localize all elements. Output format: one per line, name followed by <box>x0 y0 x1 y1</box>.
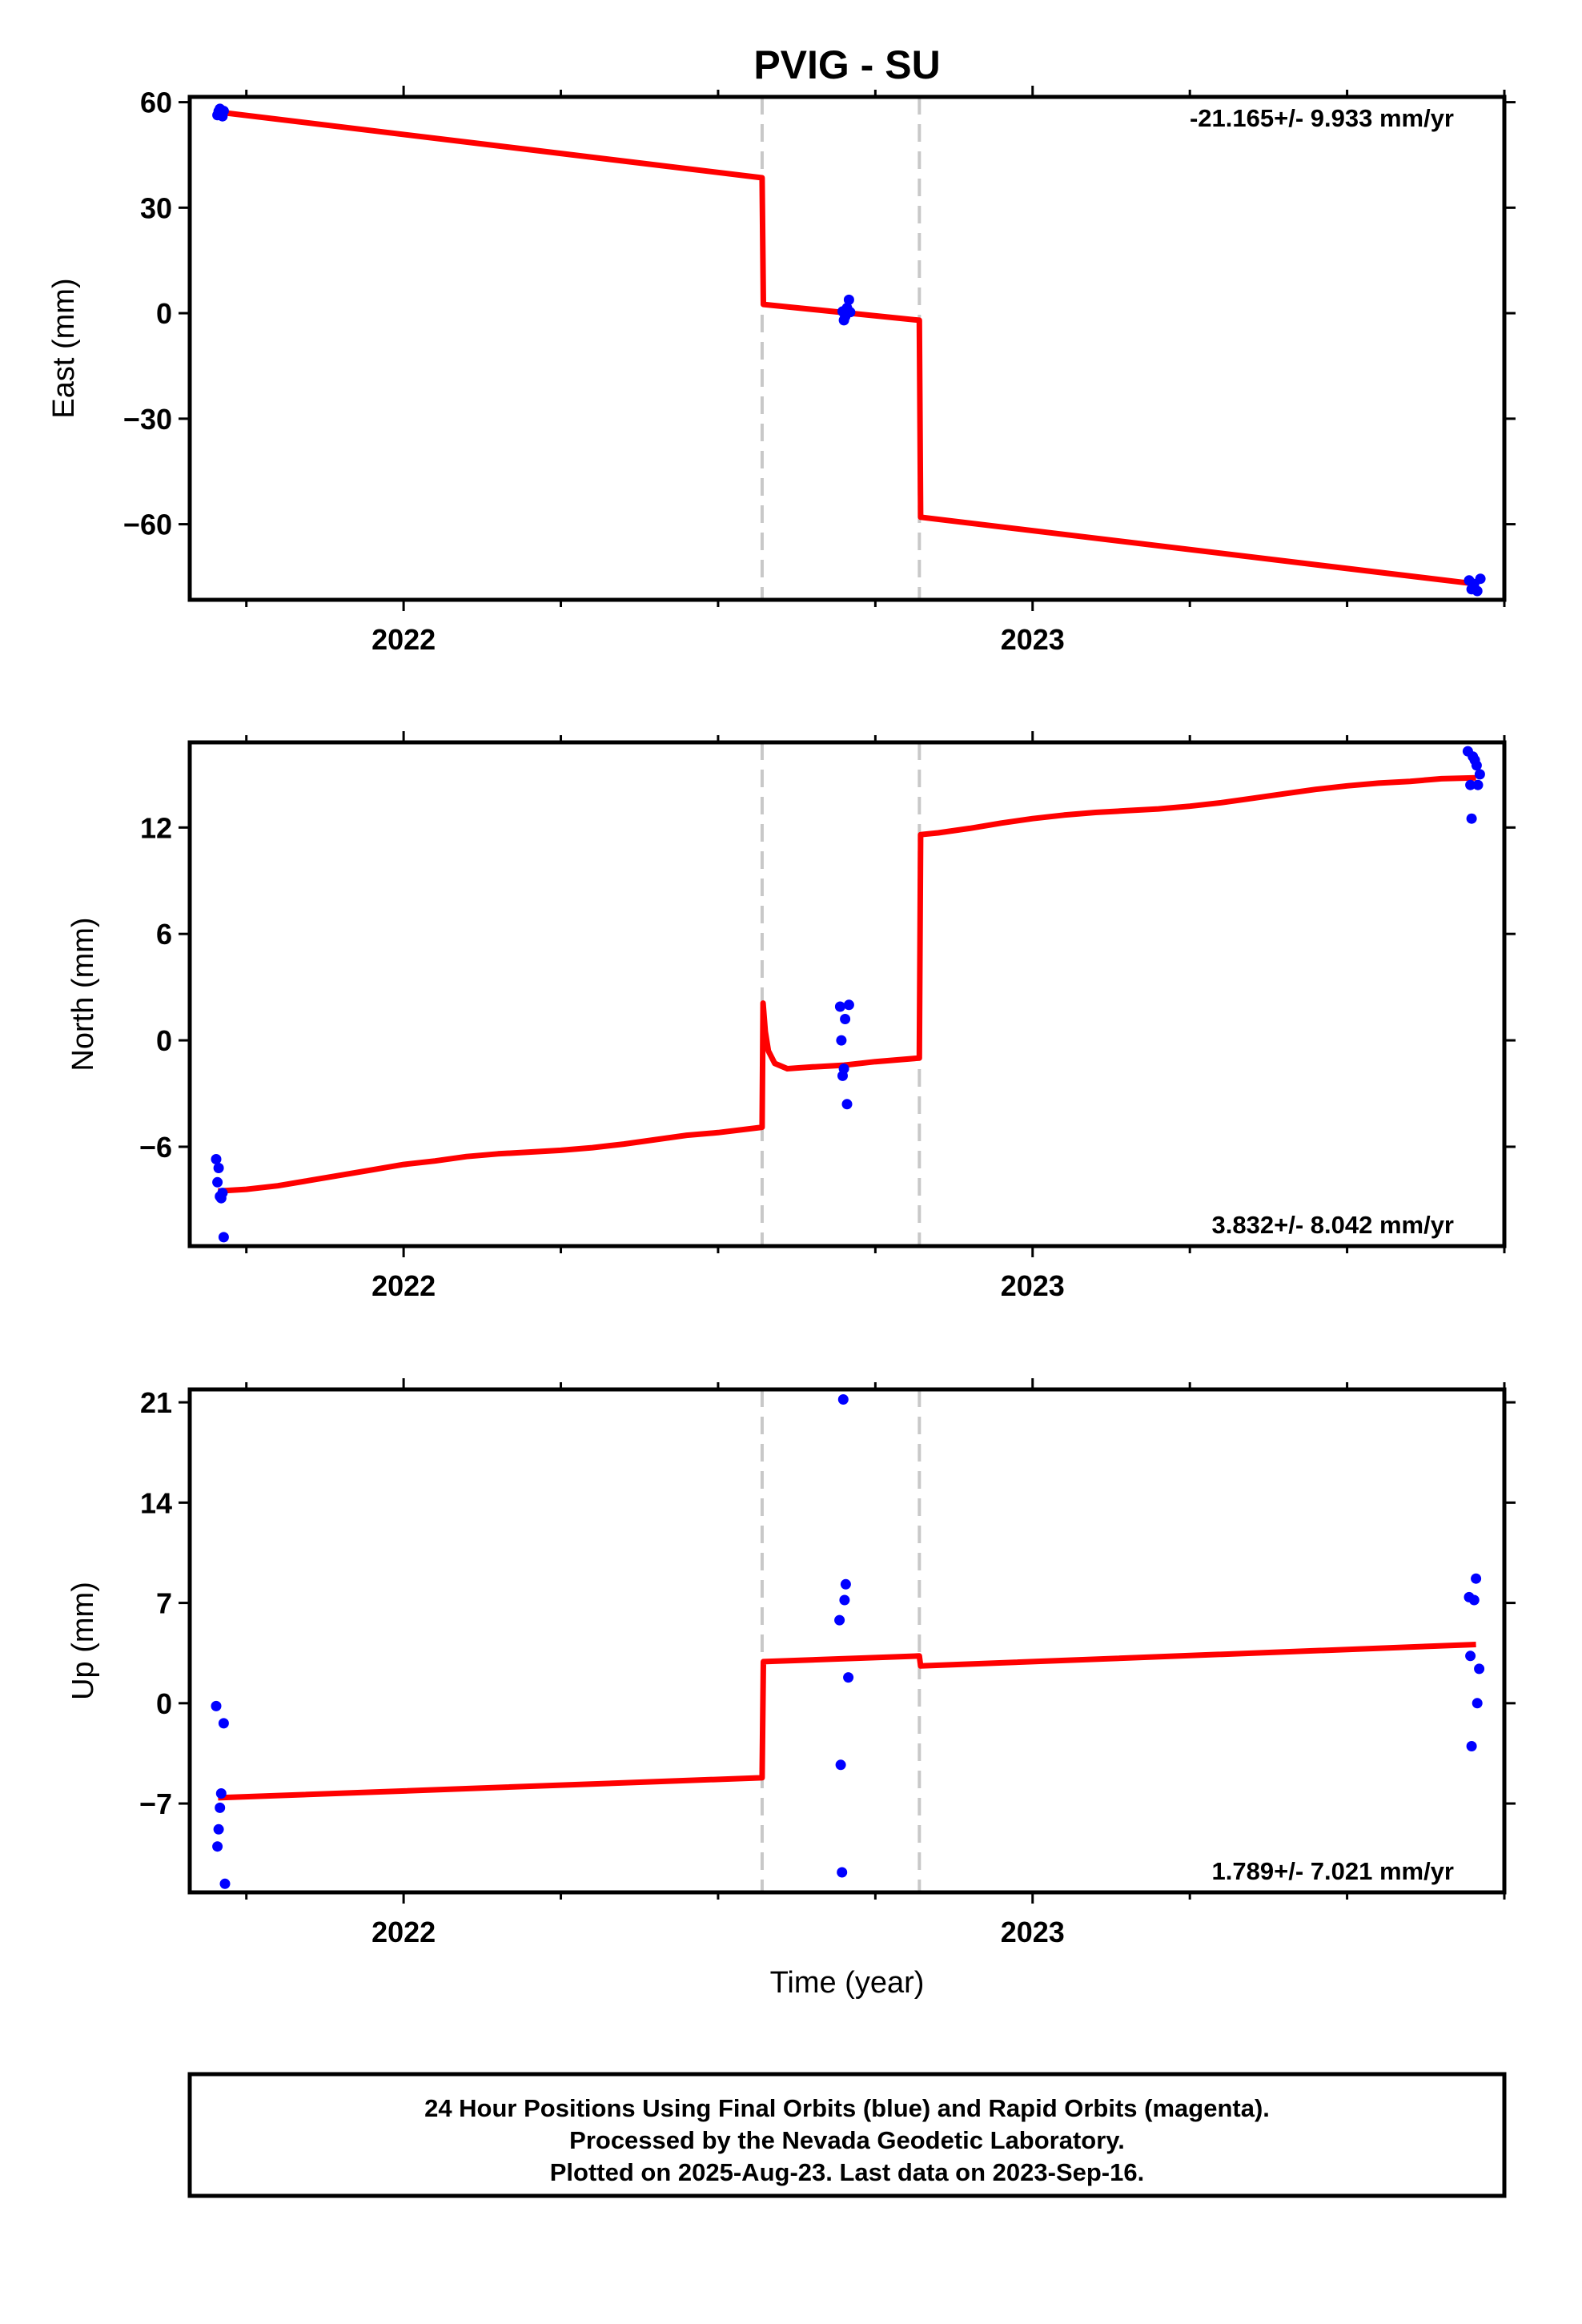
north-data-point <box>213 1163 224 1173</box>
footer-line-3: Plotted on 2025-Aug-23. Last data on 202… <box>550 2158 1144 2186</box>
east-y-tick-label: −30 <box>123 403 172 436</box>
east-y-tick-label: 0 <box>156 297 172 330</box>
up-data-point <box>1474 1663 1485 1675</box>
north-data-point <box>834 1001 845 1012</box>
east-data-point <box>1475 573 1486 585</box>
figure-title: PVIG - SU <box>753 42 940 87</box>
up-data-layer <box>211 1394 1485 1889</box>
east-panel: 60 30 0 −30 −60 2022 2023 East (mm) -21.165+/- 9… <box>47 86 1516 656</box>
up-data-point <box>215 1788 227 1799</box>
up-data-point <box>840 1578 851 1590</box>
east-y-tick-label: 60 <box>140 86 172 119</box>
up-model-line <box>218 1642 1476 1801</box>
east-x-tick-label: 2023 <box>1001 623 1065 656</box>
footer-line-2: Processed by the Nevada Geodetic Laborat… <box>569 2126 1125 2154</box>
north-y-tick-label: 12 <box>140 811 172 844</box>
north-data-point <box>1466 813 1477 824</box>
up-y-tick-label: −7 <box>139 1787 172 1820</box>
east-data-point <box>845 307 856 318</box>
up-data-point <box>834 1614 845 1626</box>
up-y-axis-label: Up (mm) <box>66 1582 100 1700</box>
east-x-tick-label: 2022 <box>371 623 436 656</box>
north-data-point <box>843 999 854 1011</box>
up-y-tick-label: 0 <box>156 1687 172 1720</box>
up-panel: 21 14 7 0 −7 2022 2023 Up (mm) Time (year) 1.789+… <box>66 1378 1516 2000</box>
north-data-point <box>1471 760 1482 771</box>
up-data-point <box>215 1802 226 1813</box>
north-data-point <box>217 1188 228 1199</box>
up-data-point <box>1472 1698 1483 1709</box>
north-data-point <box>212 1176 223 1188</box>
north-x-tick-label: 2022 <box>371 1269 436 1302</box>
up-data-point <box>837 1394 849 1405</box>
up-data-point <box>1468 1594 1480 1606</box>
up-y-tick-label: 14 <box>140 1486 172 1519</box>
north-model-line <box>218 774 1476 1194</box>
up-data-point <box>1471 1573 1482 1584</box>
up-data-point <box>212 1841 223 1852</box>
up-data-point <box>219 1878 231 1889</box>
up-data-point <box>843 1672 854 1683</box>
up-data-point <box>1465 1651 1476 1662</box>
up-rate-annotation: 1.789+/- 7.021 mm/yr <box>1212 1857 1454 1885</box>
up-x-tick-label: 2022 <box>371 1916 436 1948</box>
footer-line-1: 24 Hour Positions Using Final Orbits (bl… <box>424 2094 1270 2122</box>
footer-frame <box>187 2072 1507 2198</box>
east-rate-annotation: -21.165+/- 9.933 mm/yr <box>1190 104 1454 132</box>
north-frame <box>187 740 1507 1248</box>
east-data-point <box>843 294 854 305</box>
north-y-axis-label: North (mm) <box>66 917 100 1071</box>
north-data-point <box>1465 779 1476 790</box>
north-data-point <box>218 1232 229 1243</box>
east-data-point <box>218 106 229 117</box>
east-data-point <box>1472 585 1483 597</box>
up-data-point <box>837 1867 848 1878</box>
up-data-point <box>835 1759 846 1771</box>
north-data-point <box>841 1099 853 1110</box>
north-x-tick-label: 2023 <box>1001 1269 1065 1302</box>
east-frame <box>187 94 1507 602</box>
up-frame <box>187 1387 1507 1895</box>
up-data-point <box>1466 1741 1477 1751</box>
up-data-point <box>211 1700 222 1711</box>
up-y-tick-label: 7 <box>156 1587 172 1620</box>
north-y-tick-label: 6 <box>156 918 172 951</box>
north-data-point <box>838 1063 849 1074</box>
up-y-tick-label: 21 <box>140 1386 172 1419</box>
north-y-tick-label: 0 <box>156 1024 172 1057</box>
north-data-point <box>1474 769 1485 780</box>
east-data-layer <box>212 103 1486 597</box>
north-data-point <box>211 1154 222 1164</box>
north-data-point <box>1472 779 1484 790</box>
up-x-axis-label: Time (year) <box>770 1966 925 2000</box>
north-rate-annotation: 3.832+/- 8.042 mm/yr <box>1212 1211 1454 1239</box>
up-x-tick-label: 2023 <box>1001 1916 1065 1948</box>
east-y-axis-label: East (mm) <box>47 278 81 418</box>
north-y-tick-label: −6 <box>139 1131 172 1164</box>
east-y-tick-label: 30 <box>140 191 172 224</box>
up-data-point <box>213 1823 224 1835</box>
up-data-point <box>839 1594 850 1606</box>
east-y-tick-label: −60 <box>123 509 172 541</box>
north-panel: 12 6 0 −6 2022 2023 North (mm) 3.832+/- 8.042 m… <box>66 731 1516 1302</box>
north-data-point <box>836 1035 847 1046</box>
up-data-point <box>218 1718 229 1729</box>
footer-box: 24 Hour Positions Using Final Orbits (bl… <box>187 2072 1507 2198</box>
north-data-point <box>840 1014 851 1024</box>
north-data-layer <box>211 746 1485 1243</box>
